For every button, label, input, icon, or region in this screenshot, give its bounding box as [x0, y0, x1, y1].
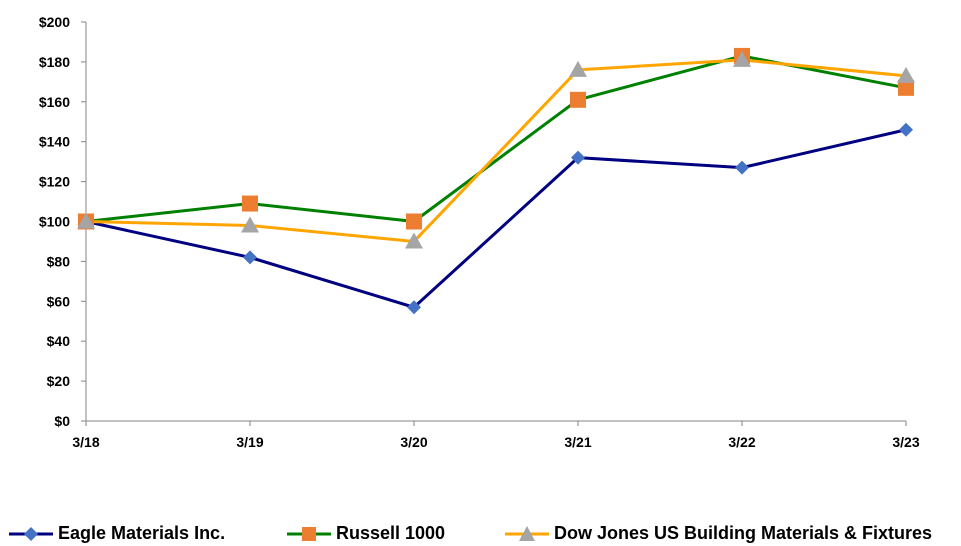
- y-tick-label: $140: [39, 134, 70, 150]
- y-tick-label: $0: [54, 413, 70, 429]
- y-tick-label: $180: [39, 54, 70, 70]
- y-tick-label: $60: [47, 293, 71, 309]
- x-tick-label: 3/22: [728, 434, 755, 450]
- data-point-dow-jones-us-building-materials-fixtures: [405, 232, 423, 249]
- data-point-dow-jones-us-building-materials-fixtures: [77, 212, 95, 229]
- chart-legend: Eagle Materials Inc. Russell 1000 Dow Jo…: [8, 521, 961, 546]
- data-point-eagle-materials-inc: [571, 150, 585, 165]
- series-line-russell-1000: [85, 54, 907, 223]
- x-tick-label: 3/19: [236, 434, 263, 450]
- y-tick-label: $100: [39, 214, 70, 230]
- data-point-dow-jones-us-building-materials-fixtures: [569, 60, 587, 77]
- y-tick-label: $160: [39, 94, 70, 110]
- legend-swatch-dow-jones-building-materials: [505, 525, 549, 541]
- y-tick-label: $200: [39, 14, 70, 30]
- legend-label-dow-jones-building-materials: Dow Jones US Building Materials & Fixtur…: [554, 523, 933, 543]
- legend-label-eagle-materials: Eagle Materials Inc.: [58, 523, 226, 543]
- data-point-eagle-materials-inc: [243, 250, 257, 265]
- data-point-dow-jones-us-building-materials-fixtures: [241, 216, 259, 233]
- y-tick-label: $20: [47, 373, 71, 389]
- data-point-dow-jones-us-building-materials-fixtures: [897, 66, 915, 83]
- data-point-russell-1000: [242, 195, 258, 212]
- x-tick-label: 3/18: [72, 434, 99, 450]
- series-markers: [77, 47, 915, 315]
- series-lines: [85, 54, 907, 309]
- y-tick-label: $120: [39, 174, 70, 190]
- y-tick-label: $80: [47, 253, 71, 269]
- data-point-russell-1000: [570, 91, 586, 108]
- y-tick-label: $40: [47, 333, 71, 349]
- data-point-russell-1000: [898, 79, 914, 96]
- data-point-russell-1000: [406, 213, 422, 230]
- x-tick-label: 3/21: [564, 434, 591, 450]
- legend-item-dow-jones-building-materials: Dow Jones US Building Materials & Fixtur…: [504, 521, 932, 546]
- x-tick-label: 3/23: [892, 434, 919, 450]
- legend-item-russell-1000: Russell 1000: [286, 521, 445, 546]
- x-tick-label: 3/20: [400, 434, 427, 450]
- legend-item-eagle-materials: Eagle Materials Inc.: [8, 521, 225, 546]
- data-point-eagle-materials-inc: [407, 300, 421, 315]
- data-point-dow-jones-us-building-materials-fixtures: [733, 50, 751, 67]
- chart-axes: $0 $20 $40 $60 $80 $100 $120 $140 $160 $180 $200 3/…: [39, 14, 920, 450]
- data-point-eagle-materials-inc: [899, 122, 913, 137]
- series-line-eagle-materials-inc: [85, 128, 907, 309]
- line-chart: $0 $20 $40 $60 $80 $100 $120 $140 $160 $180 $200 3/…: [39, 14, 920, 450]
- series-line-dow-jones-us-building-materials-fixtures: [85, 58, 907, 243]
- legend-swatch-russell-1000: [287, 526, 331, 541]
- legend-swatch-eagle-materials: [9, 526, 53, 541]
- legend-label-russell-1000: Russell 1000: [336, 523, 446, 543]
- data-point-eagle-materials-inc: [735, 160, 749, 175]
